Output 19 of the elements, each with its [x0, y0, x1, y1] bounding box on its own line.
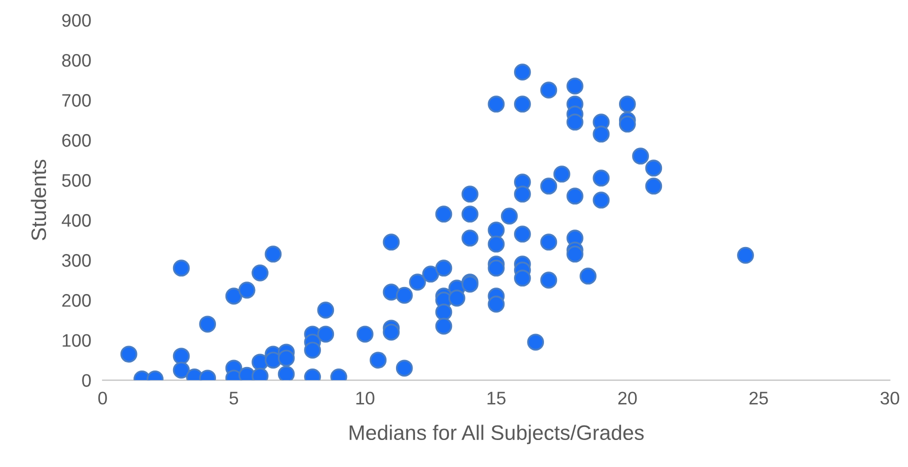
- y-tick-label: 600: [62, 134, 91, 147]
- y-tick-label: 700: [62, 94, 91, 107]
- y-tick-label: 800: [62, 54, 91, 67]
- y-axis-title: Students: [30, 160, 46, 240]
- x-tick-label: 25: [750, 392, 768, 405]
- x-tick-label: 30: [880, 392, 900, 405]
- y-tick-label: 900: [62, 14, 91, 27]
- y-tick-label: 200: [62, 294, 91, 307]
- x-tick-label: 10: [356, 392, 374, 405]
- x-tick-label: 5: [230, 392, 238, 405]
- y-tick-label: 400: [62, 214, 91, 227]
- y-tick-label: 0: [82, 374, 91, 387]
- y-tick-label: 300: [62, 254, 91, 267]
- x-axis-title: Medians for All Subjects/Grades: [350, 424, 644, 444]
- x-tick-label: 0: [98, 392, 107, 405]
- y-tick-label: 500: [62, 174, 91, 187]
- x-tick-label: 20: [618, 392, 637, 405]
- y-tick-label: 100: [62, 334, 91, 347]
- x-tick-label: 15: [488, 392, 506, 405]
